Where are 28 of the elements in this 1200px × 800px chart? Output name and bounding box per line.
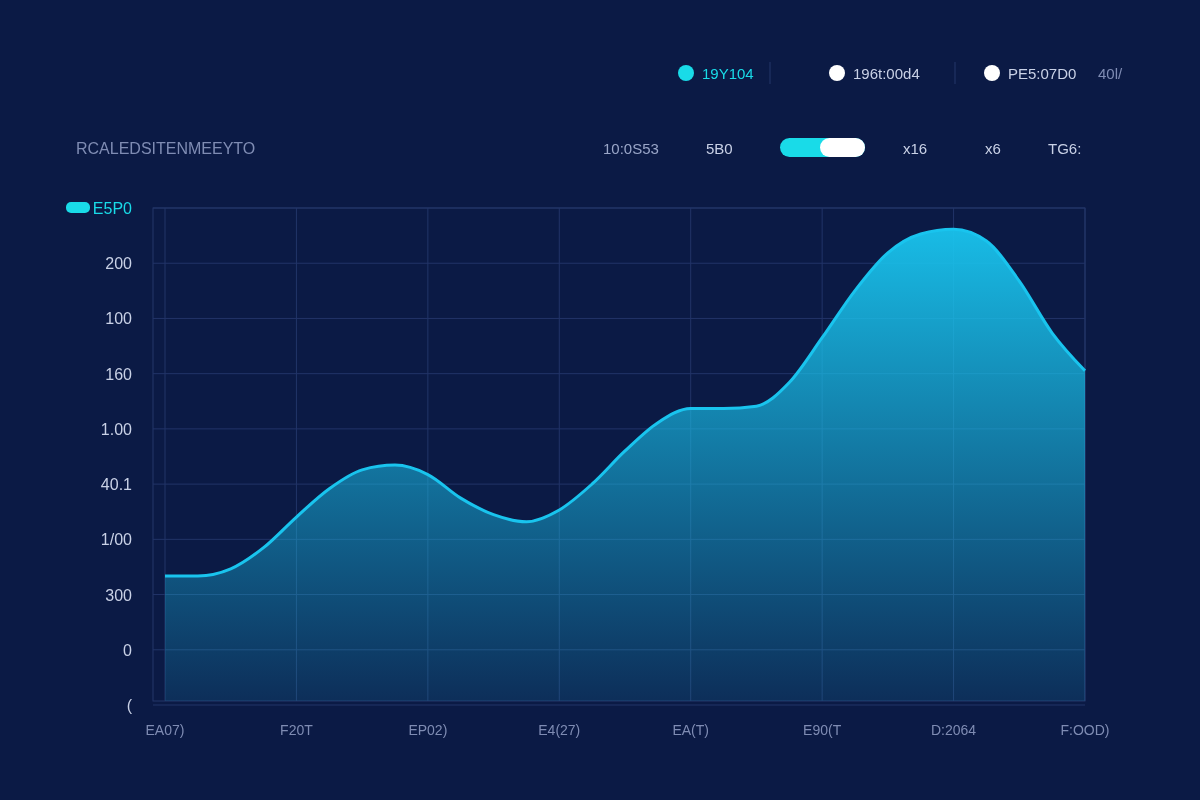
text: 19Y104 xyxy=(702,65,754,82)
text: PE5:07D0 xyxy=(1008,65,1077,82)
text: 100 xyxy=(105,310,133,328)
text: 10:0S53 xyxy=(603,140,659,157)
text: E5P0 xyxy=(92,200,133,217)
text: x16 xyxy=(903,140,928,157)
text: 40.1 xyxy=(100,476,133,494)
x-tick-label: EA07) xyxy=(145,722,185,738)
text: 0 xyxy=(123,641,133,659)
x-tick-label: D:2064 xyxy=(930,722,977,738)
text: 1.00 xyxy=(100,420,133,438)
text: 40l/ xyxy=(1098,65,1124,82)
x-tick-label: E90(T xyxy=(803,722,842,738)
text: x6 xyxy=(985,140,1001,157)
chart-subtitle: RCALEDSITENMEEYTO xyxy=(76,140,256,157)
x-tick-label: EP02) xyxy=(408,722,448,738)
x-tick-label: E4(27) xyxy=(538,722,581,738)
x-tick-label: EA(T) xyxy=(672,722,709,738)
text: TG6: xyxy=(1048,140,1082,157)
text: 300 xyxy=(105,586,133,604)
x-tick-label: F:OOD) xyxy=(1060,722,1110,738)
text: 196t:00d4 xyxy=(853,65,920,82)
text: 160 xyxy=(105,365,133,383)
text: ( xyxy=(126,697,133,714)
text: 1/00 xyxy=(100,531,133,549)
x-tick-label: F20T xyxy=(280,722,314,738)
text: 5B0 xyxy=(706,140,733,157)
text: 200 xyxy=(105,255,133,273)
